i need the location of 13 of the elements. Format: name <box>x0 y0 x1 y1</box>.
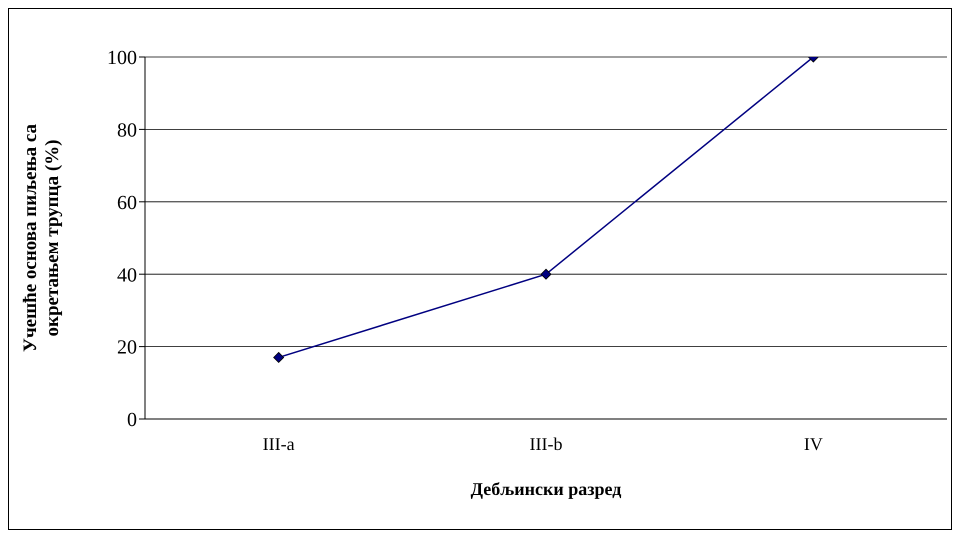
point <box>273 352 284 363</box>
x-tick-label: IV <box>804 434 823 454</box>
point <box>540 268 552 280</box>
y-tick-label: 20 <box>117 336 137 359</box>
y-tick-label: 60 <box>117 192 137 214</box>
x-tick-label: III-a <box>262 434 295 454</box>
x-tick-label: III-b <box>530 434 562 454</box>
y-tick-label: 80 <box>117 120 137 142</box>
y-tick-label: 100 <box>107 47 137 70</box>
x-axis-title: Дебљински разред <box>470 479 622 499</box>
y-tick-label: 40 <box>117 264 137 286</box>
y-axis-title: Учешће основа пиљења са окретањем трупца (%) <box>20 124 63 352</box>
y-tick-label: 0 <box>127 409 137 432</box>
